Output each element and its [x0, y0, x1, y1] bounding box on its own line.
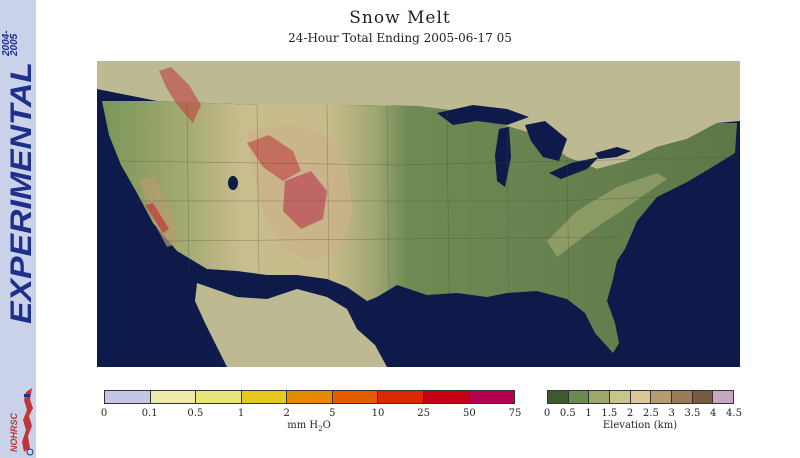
snow-melt-swatch: [287, 391, 333, 403]
elevation-swatch: [713, 391, 734, 403]
snow-melt-unit-suffix: O: [322, 420, 331, 431]
snow-melt-swatch: [378, 391, 424, 403]
elevation-swatch: [651, 391, 673, 403]
snow-melt-tick-label: 25: [417, 408, 431, 419]
elevation-tick-label: 2: [626, 408, 634, 419]
snow-melt-swatch: [150, 391, 197, 403]
snow-melt-tick-label: 0.5: [187, 408, 204, 419]
snow-melt-tick-label: 50: [462, 408, 476, 419]
snow-melt-swatch: [332, 391, 379, 403]
snow-melt-colorado: [283, 171, 327, 229]
snow-melt-unit-subscript: 2: [318, 425, 323, 433]
year-bottom: 2005: [9, 33, 18, 57]
elevation-tick-label: 0.5: [559, 408, 576, 419]
snow-melt-swatch: [105, 391, 151, 403]
logo-text: NOHRSC: [9, 412, 19, 452]
elevation-tick-label: 3.5: [684, 408, 701, 419]
snow-melt-tick-label: 1: [237, 408, 245, 419]
elevation-swatch: [589, 391, 611, 403]
snow-melt-legend: 0 0.1 0.5 1 2 5 10 25 50 75 mm H2O: [100, 390, 521, 436]
snow-melt-colorbar: [104, 390, 515, 404]
elevation-swatch: [630, 391, 652, 403]
snow-melt-tick-label: 2: [283, 408, 290, 419]
sidebar: 2004- 2005 EXPERIMENTAL NOHRSC: [0, 0, 36, 458]
season-years: 2004- 2005: [2, 2, 18, 58]
snow-melt-map: [97, 61, 740, 367]
lake-superior: [437, 105, 529, 125]
elevation-tick-label: 3: [668, 408, 675, 419]
elevation-tick-label: 0: [543, 408, 551, 419]
snow-melt-tick-label: 10: [371, 408, 385, 419]
canada-land: [97, 61, 740, 169]
snow-melt-sierra: [145, 203, 169, 233]
great-salt-lake: [228, 176, 238, 190]
lake-ontario: [595, 147, 631, 159]
snow-melt-swatch: [241, 391, 288, 403]
elevation-legend: 0 0.5 1 1.5 2 2.5 3 3.5 4 4.5 Elevation (km): [543, 390, 742, 436]
state-boundaries: [120, 104, 738, 300]
year-top: 2004-: [2, 30, 12, 57]
elevation-colorbar: [547, 390, 734, 404]
elevation-swatch: [692, 391, 714, 403]
elevation-swatch: [610, 391, 631, 403]
elevation-swatch: [672, 391, 693, 403]
experimental-label: EXPERIMENTAL: [5, 62, 36, 324]
snow-melt-unit-prefix: mm H: [287, 420, 319, 431]
page-title: Snow Melt: [349, 8, 451, 28]
appalachian-upland: [547, 173, 667, 257]
elevation-swatch: [568, 391, 590, 403]
experimental-banner: EXPERIMENTAL: [2, 60, 36, 328]
sierra-upland: [139, 177, 179, 247]
mexico-land: [195, 283, 387, 367]
snow-melt-swatch: [469, 391, 515, 403]
snow-melt-northern-rockies: [247, 135, 301, 181]
lake-erie: [549, 157, 599, 179]
snow-melt-swatch: [196, 391, 242, 403]
snow-melt-unit: mm H2O: [287, 420, 331, 433]
snow-melt-tick-label: 5: [329, 408, 336, 419]
snow-melt-cascades: [159, 67, 201, 123]
snow-melt-tick-label: 0.1: [141, 408, 158, 419]
nohrsc-logo: NOHRSC: [2, 386, 36, 456]
snow-melt-swatch: [423, 391, 470, 403]
elevation-tick-label: 4: [710, 408, 717, 419]
elevation-tick-label: 1: [585, 408, 592, 419]
elevation-tick-label: 4.5: [726, 408, 742, 419]
page-subtitle: 24-Hour Total Ending 2005-06-17 05: [288, 31, 512, 45]
snow-melt-tick-label: 0: [100, 408, 108, 419]
elevation-unit: Elevation (km): [602, 420, 678, 431]
elevation-tick-label: 2.5: [642, 408, 659, 419]
lake-huron: [525, 121, 567, 161]
snow-melt-tick-label: 75: [508, 408, 522, 419]
baja-peninsula: [197, 285, 247, 363]
elevation-swatch: [548, 391, 569, 403]
elevation-tick-label: 1.5: [601, 408, 618, 419]
